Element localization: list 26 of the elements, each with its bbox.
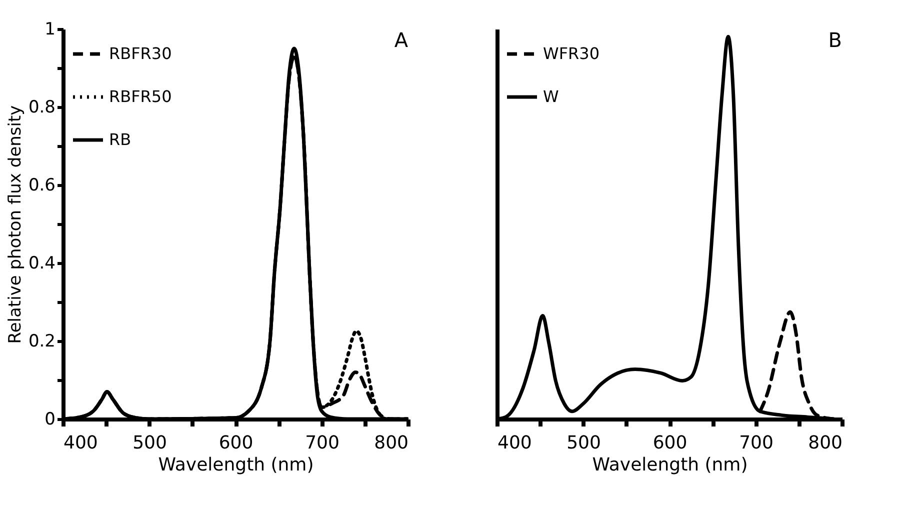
y-tick-label: 0.6 xyxy=(28,176,56,196)
y-tick-label: 0.4 xyxy=(28,254,56,274)
y-tick-label: 0 xyxy=(44,410,56,430)
x-tick-label: 500 xyxy=(566,432,601,454)
legend-label: RBFR50 xyxy=(109,87,172,106)
x-tick-label: 600 xyxy=(218,432,254,454)
annotation: A xyxy=(394,28,408,52)
x-tick-label: 700 xyxy=(739,432,774,454)
x-tick-label: 600 xyxy=(652,432,688,454)
text: 0.2 xyxy=(28,332,56,352)
y-axis-title: Relative photon flux density xyxy=(5,105,26,344)
annotation: B xyxy=(828,28,842,52)
x-tick-label: 500 xyxy=(132,432,167,454)
x-tick-label: 800 xyxy=(374,432,408,454)
x-axis-title: Wavelength (nm) xyxy=(158,454,314,476)
y-tick-label: 1 xyxy=(44,20,56,40)
legend-label: RB xyxy=(109,130,132,149)
x-axis-title: Wavelength (nm) xyxy=(592,454,748,476)
legend-label: WFR30 xyxy=(543,44,600,63)
x-tick-label: 800 xyxy=(808,432,842,454)
legend-label: W xyxy=(543,87,559,106)
x-tick-label: 700 xyxy=(305,432,340,454)
x-tick-label: 400 xyxy=(64,432,98,454)
legend-label: RBFR30 xyxy=(109,44,172,63)
x-tick-label: 400 xyxy=(498,432,532,454)
y-tick-label: 0.8 xyxy=(28,98,56,118)
